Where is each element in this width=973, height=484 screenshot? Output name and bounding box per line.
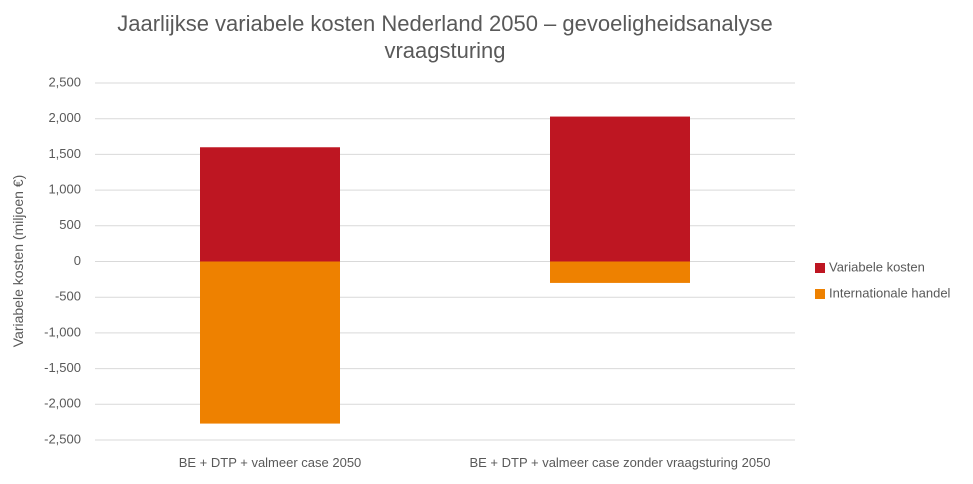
y-tick-label: -2,500 xyxy=(44,431,81,446)
legend-swatch xyxy=(815,289,825,299)
y-tick-label: -2,000 xyxy=(44,396,81,411)
bar xyxy=(200,261,340,424)
y-tick-label: 2,500 xyxy=(48,74,81,89)
chart-title: Jaarlijkse variabele kosten Nederland 20… xyxy=(117,11,773,63)
y-tick-label: -1,000 xyxy=(44,324,81,339)
bar xyxy=(200,147,340,262)
y-tick-label: 2,000 xyxy=(48,110,81,125)
y-tick-label: 0 xyxy=(74,253,81,268)
bar xyxy=(550,261,690,283)
legend-swatch xyxy=(815,263,825,273)
legend-label: Internationale handel xyxy=(829,285,951,300)
x-tick-label: BE + DTP + valmeer case zonder vraagstur… xyxy=(469,455,771,470)
y-tick-label: -1,500 xyxy=(44,360,81,375)
legend-label: Variabele kosten xyxy=(829,259,925,274)
bar xyxy=(550,116,690,262)
y-tick-label: -500 xyxy=(55,289,81,304)
x-tick-label: BE + DTP + valmeer case 2050 xyxy=(178,455,362,470)
y-tick-label: 500 xyxy=(59,217,81,232)
y-tick-label: 1,500 xyxy=(48,146,81,161)
y-axis-label: Variabele kosten (miljoen €) xyxy=(10,174,26,348)
y-tick-label: 1,000 xyxy=(48,182,81,197)
